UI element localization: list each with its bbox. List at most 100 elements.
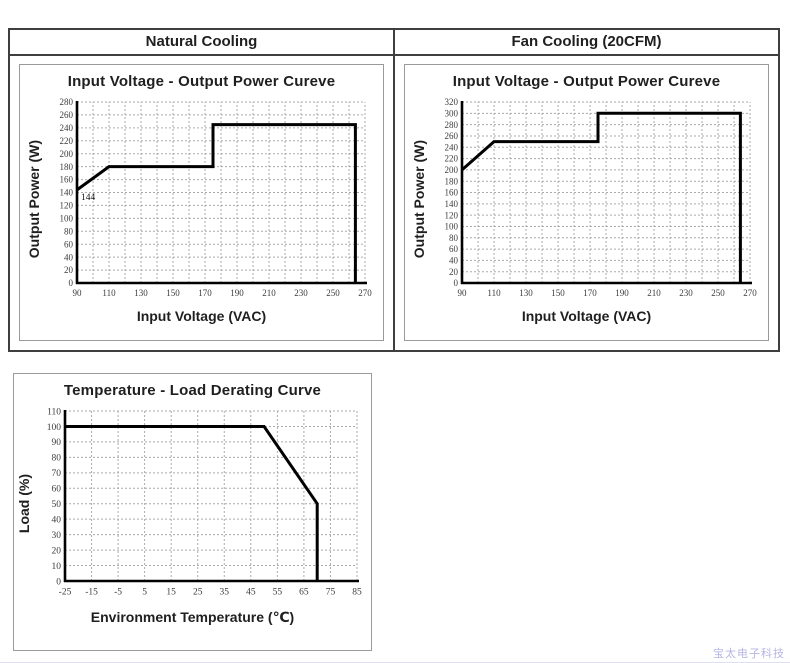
svg-text:-5: -5: [114, 588, 122, 598]
fan-cooling-body: Input Voltage - Output Power Cureve Outp…: [395, 56, 778, 350]
svg-text:0: 0: [69, 278, 74, 288]
svg-text:70: 70: [52, 469, 62, 479]
svg-text:140: 140: [445, 199, 459, 209]
svg-text:120: 120: [445, 210, 459, 220]
svg-text:110: 110: [47, 407, 61, 417]
axes: [63, 410, 359, 583]
chart-title-natural: Input Voltage - Output Power Cureve: [67, 73, 336, 90]
svg-text:160: 160: [445, 188, 459, 198]
svg-text:150: 150: [166, 288, 180, 298]
svg-text:200: 200: [445, 165, 459, 175]
svg-text:100: 100: [60, 214, 74, 224]
svg-text:100: 100: [445, 222, 459, 232]
fan-cooling-header: Fan Cooling (20CFM): [395, 30, 778, 56]
y-axis-label-natural: Output Power (W): [26, 139, 42, 259]
cooling-comparison-table: Natural Cooling Input Voltage - Output P…: [8, 28, 780, 352]
curve-annotation: 144: [81, 193, 96, 203]
x-axis-label-fan: Input Voltage (VAC): [521, 308, 652, 324]
svg-text:45: 45: [246, 588, 256, 598]
chart-area-natural: Output Power (W) 90 110 130 150 170 190 210 230…: [26, 94, 377, 304]
svg-text:230: 230: [679, 288, 693, 298]
svg-text:20: 20: [52, 546, 62, 556]
natural-cooling-body: Input Voltage - Output Power Cureve Outp…: [10, 56, 393, 350]
svg-text:210: 210: [262, 288, 276, 298]
svg-text:80: 80: [52, 454, 62, 464]
svg-text:120: 120: [60, 201, 74, 211]
svg-text:35: 35: [220, 588, 230, 598]
derating-chart: -25 -15 -5 5 15 25 35 45 55 65 75 85 0 10 20 30 40 50 60 70…: [47, 407, 362, 598]
svg-text:0: 0: [454, 278, 459, 288]
svg-text:0: 0: [56, 577, 61, 587]
svg-text:170: 170: [198, 288, 212, 298]
svg-text:90: 90: [73, 288, 83, 298]
axes: [75, 101, 367, 285]
svg-text:150: 150: [551, 288, 565, 298]
x-tick-labels: 90 110 130 150 170 190 210 230 250 270: [73, 288, 373, 298]
derating-chart-panel: Temperature - Load Derating Curve Load (…: [13, 373, 372, 651]
svg-text:170: 170: [583, 288, 597, 298]
svg-text:260: 260: [60, 110, 74, 120]
svg-text:-25: -25: [59, 588, 72, 598]
watermark-text: 宝太电子科技: [713, 648, 785, 660]
axes: [460, 101, 752, 285]
x-tick-labels: -25 -15 -5 5 15 25 35 45 55 65 75 85: [59, 588, 362, 598]
chart-title-fan: Input Voltage - Output Power Cureve: [452, 73, 721, 90]
svg-text:40: 40: [64, 252, 74, 262]
svg-text:15: 15: [166, 588, 176, 598]
svg-text:250: 250: [711, 288, 725, 298]
svg-text:100: 100: [47, 423, 62, 433]
svg-text:30: 30: [52, 531, 62, 541]
svg-text:230: 230: [294, 288, 308, 298]
svg-text:220: 220: [60, 136, 74, 146]
svg-text:90: 90: [458, 288, 468, 298]
svg-text:60: 60: [449, 244, 459, 254]
x-tick-labels: 90 110 130 150 170 190 210 230 250 270: [458, 288, 758, 298]
data-curve: [461, 111, 742, 283]
natural-cooling-chart-panel: Input Voltage - Output Power Cureve Outp…: [19, 64, 384, 341]
svg-text:50: 50: [52, 500, 62, 510]
natural-cooling-chart: 90 110 130 150 170 190 210 230 250 270 0 20 40 60 80 10…: [60, 97, 373, 298]
svg-text:270: 270: [743, 288, 757, 298]
svg-text:210: 210: [647, 288, 661, 298]
y-axis-label-fan: Output Power (W): [411, 139, 427, 259]
x-axis-label-derating: Environment Temperature (℃): [90, 609, 295, 625]
svg-text:65: 65: [299, 588, 309, 598]
svg-text:180: 180: [445, 176, 459, 186]
y-tick-labels: 0 10 20 30 40 50 60 70 80 90 100 110: [47, 407, 62, 587]
svg-text:80: 80: [449, 233, 459, 243]
svg-text:280: 280: [60, 97, 74, 107]
x-axis-label-natural: Input Voltage (VAC): [136, 308, 267, 324]
chart-area-fan: Output Power (W) 90 110 130 150 170 190 210 230…: [411, 94, 762, 304]
data-curve: [76, 123, 357, 283]
svg-text:160: 160: [60, 175, 74, 185]
svg-text:130: 130: [519, 288, 533, 298]
fan-cooling-chart-panel: Input Voltage - Output Power Cureve Outp…: [404, 64, 769, 341]
svg-text:280: 280: [445, 120, 459, 130]
svg-text:190: 190: [615, 288, 629, 298]
svg-text:90: 90: [52, 438, 62, 448]
svg-text:60: 60: [64, 239, 74, 249]
fan-cooling-column: Fan Cooling (20CFM) Input Voltage - Outp…: [393, 30, 778, 350]
svg-text:190: 190: [230, 288, 244, 298]
y-tick-labels: 0 20 40 60 80 100 120 140 160 180 200 220 240 260 280: [60, 97, 74, 288]
y-axis-label-derating: Load (%): [16, 474, 32, 534]
svg-text:200: 200: [60, 149, 74, 159]
natural-cooling-header: Natural Cooling: [10, 30, 393, 56]
grid-lines: [65, 410, 358, 581]
svg-text:55: 55: [273, 588, 283, 598]
svg-text:140: 140: [60, 188, 74, 198]
svg-text:320: 320: [445, 97, 459, 107]
svg-text:110: 110: [487, 288, 501, 298]
chart-title-derating: Temperature - Load Derating Curve: [63, 382, 322, 399]
svg-text:-15: -15: [85, 588, 98, 598]
svg-text:10: 10: [52, 562, 62, 572]
svg-text:75: 75: [326, 588, 336, 598]
svg-text:270: 270: [358, 288, 372, 298]
svg-text:5: 5: [142, 588, 147, 598]
svg-text:260: 260: [445, 131, 459, 141]
grid-lines: [77, 101, 366, 283]
svg-text:20: 20: [449, 267, 459, 277]
